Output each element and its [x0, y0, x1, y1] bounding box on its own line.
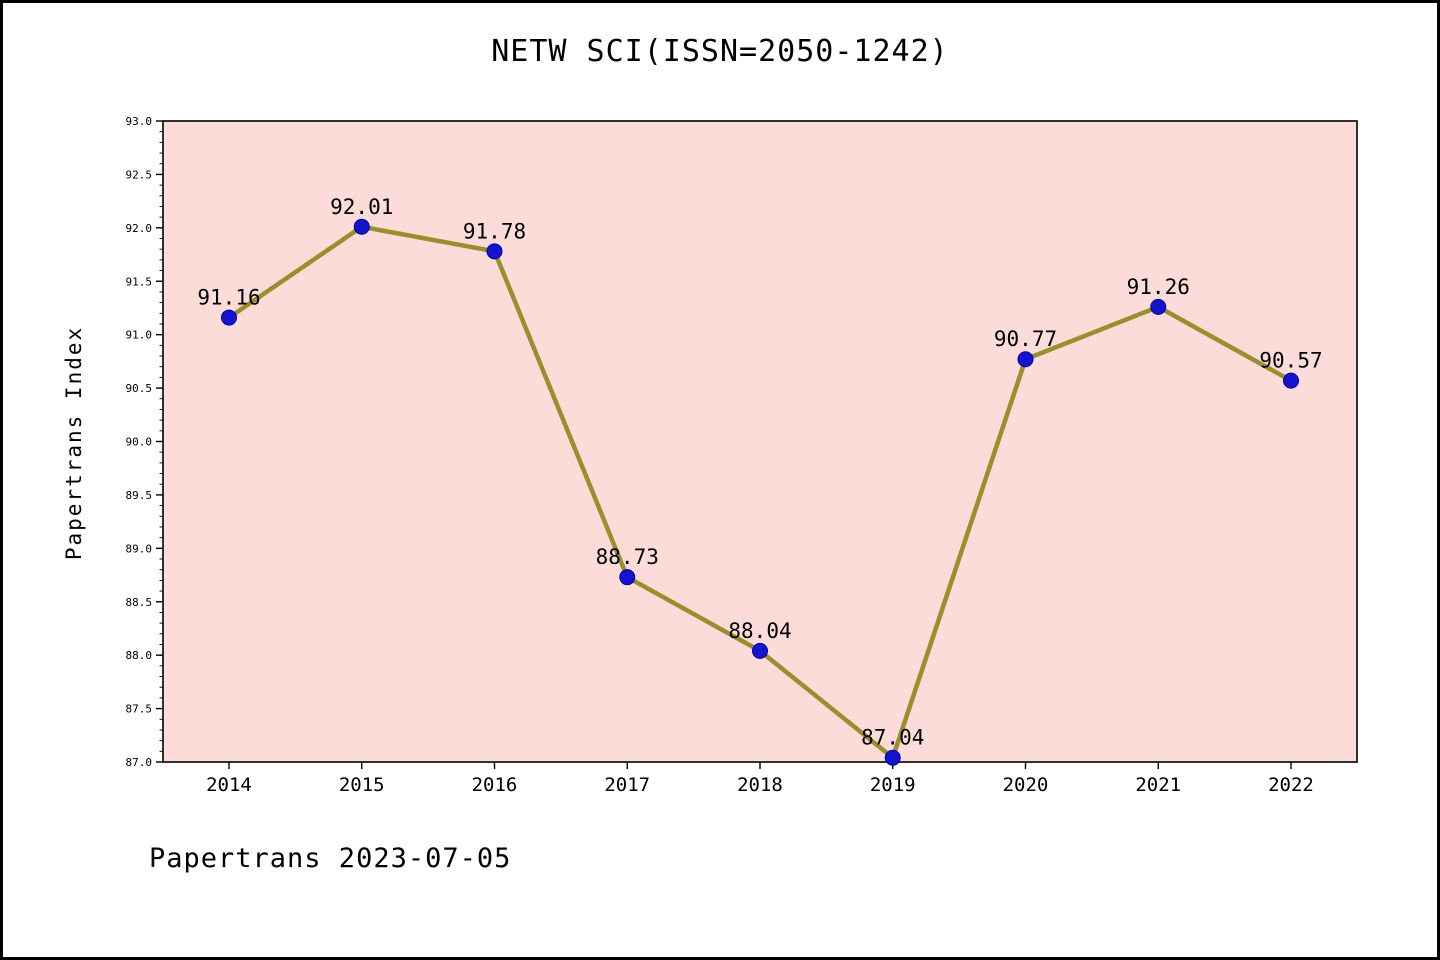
y-axis-label: Papertrans Index	[62, 326, 86, 560]
y-tick-label: 93.0	[126, 115, 153, 128]
y-tick-label: 88.5	[126, 596, 153, 609]
y-tick-label: 90.5	[126, 382, 153, 395]
value-label: 88.73	[596, 545, 659, 569]
plot-area: 87.0 87.5 88.0 88.5 89.0 89.5 90.0 90.5 91.0 91.5…	[126, 115, 1358, 796]
x-tick-label: 2015	[339, 774, 385, 796]
y-tick-label: 88.0	[126, 649, 153, 662]
value-label: 90.57	[1259, 349, 1322, 373]
x-tick-label: 2022	[1268, 774, 1314, 796]
y-tick-label: 87.5	[126, 703, 153, 716]
x-tick-label: 2019	[870, 774, 916, 796]
y-tick-label: 91.5	[126, 275, 153, 288]
x-tick-label: 2017	[604, 774, 650, 796]
x-tick-label: 2021	[1135, 774, 1181, 796]
value-label: 87.04	[861, 726, 924, 750]
value-label: 90.77	[994, 327, 1057, 351]
x-tick-label: 2018	[737, 774, 783, 796]
y-tick-label: 92.0	[126, 222, 153, 235]
y-tick-label: 91.0	[126, 329, 153, 342]
chart-title: NETW SCI(ISSN=2050-1242)	[491, 34, 948, 69]
data-point-marker	[1017, 351, 1034, 368]
data-point-marker	[1150, 298, 1167, 315]
data-point-marker	[884, 749, 901, 766]
y-tick-label: 87.0	[126, 756, 153, 769]
data-point-marker	[619, 569, 636, 586]
value-label: 91.26	[1127, 275, 1190, 299]
x-tick-label: 2014	[206, 774, 252, 796]
data-point-marker	[486, 243, 503, 260]
value-label: 88.04	[728, 619, 791, 643]
data-point-marker	[353, 218, 370, 235]
line-chart: NETW SCI(ISSN=2050-1242) Papertrans Inde…	[62, 34, 1358, 874]
y-tick-label: 89.5	[126, 489, 153, 502]
plot-border	[162, 120, 1358, 763]
y-tick-label: 92.5	[126, 168, 153, 181]
x-tick-label: 2020	[1003, 774, 1049, 796]
data-point-marker	[221, 309, 237, 326]
value-label: 92.01	[330, 195, 393, 219]
value-label: 91.16	[197, 286, 260, 310]
y-tick-label: 89.0	[126, 542, 153, 555]
data-point-marker	[1283, 372, 1299, 389]
watermark-text: Papertrans 2023-07-05	[149, 843, 511, 874]
data-point-marker	[752, 642, 768, 659]
y-tick-label: 90.0	[126, 436, 153, 449]
value-label: 91.78	[463, 219, 526, 243]
x-tick-label: 2016	[472, 774, 518, 796]
